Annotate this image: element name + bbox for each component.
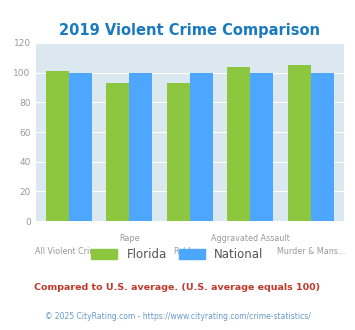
Bar	[288, 65, 311, 221]
Text: Murder & Mans...: Murder & Mans...	[277, 248, 345, 256]
Bar	[311, 73, 334, 221]
Bar	[69, 73, 92, 221]
Bar	[106, 83, 129, 221]
Text: © 2025 CityRating.com - https://www.cityrating.com/crime-statistics/: © 2025 CityRating.com - https://www.city…	[45, 312, 310, 321]
Bar	[46, 71, 69, 221]
Text: Aggravated Assault: Aggravated Assault	[211, 234, 290, 243]
Bar	[190, 73, 213, 221]
Text: Robbery: Robbery	[173, 248, 207, 256]
Bar	[129, 73, 152, 221]
Title: 2019 Violent Crime Comparison: 2019 Violent Crime Comparison	[59, 22, 321, 38]
Text: Compared to U.S. average. (U.S. average equals 100): Compared to U.S. average. (U.S. average …	[34, 282, 321, 292]
Legend: Florida, National: Florida, National	[87, 244, 268, 266]
Text: Rape: Rape	[119, 234, 140, 243]
Bar	[251, 73, 273, 221]
Bar	[167, 83, 190, 221]
Text: All Violent Crime: All Violent Crime	[35, 248, 103, 256]
Bar	[228, 67, 251, 221]
